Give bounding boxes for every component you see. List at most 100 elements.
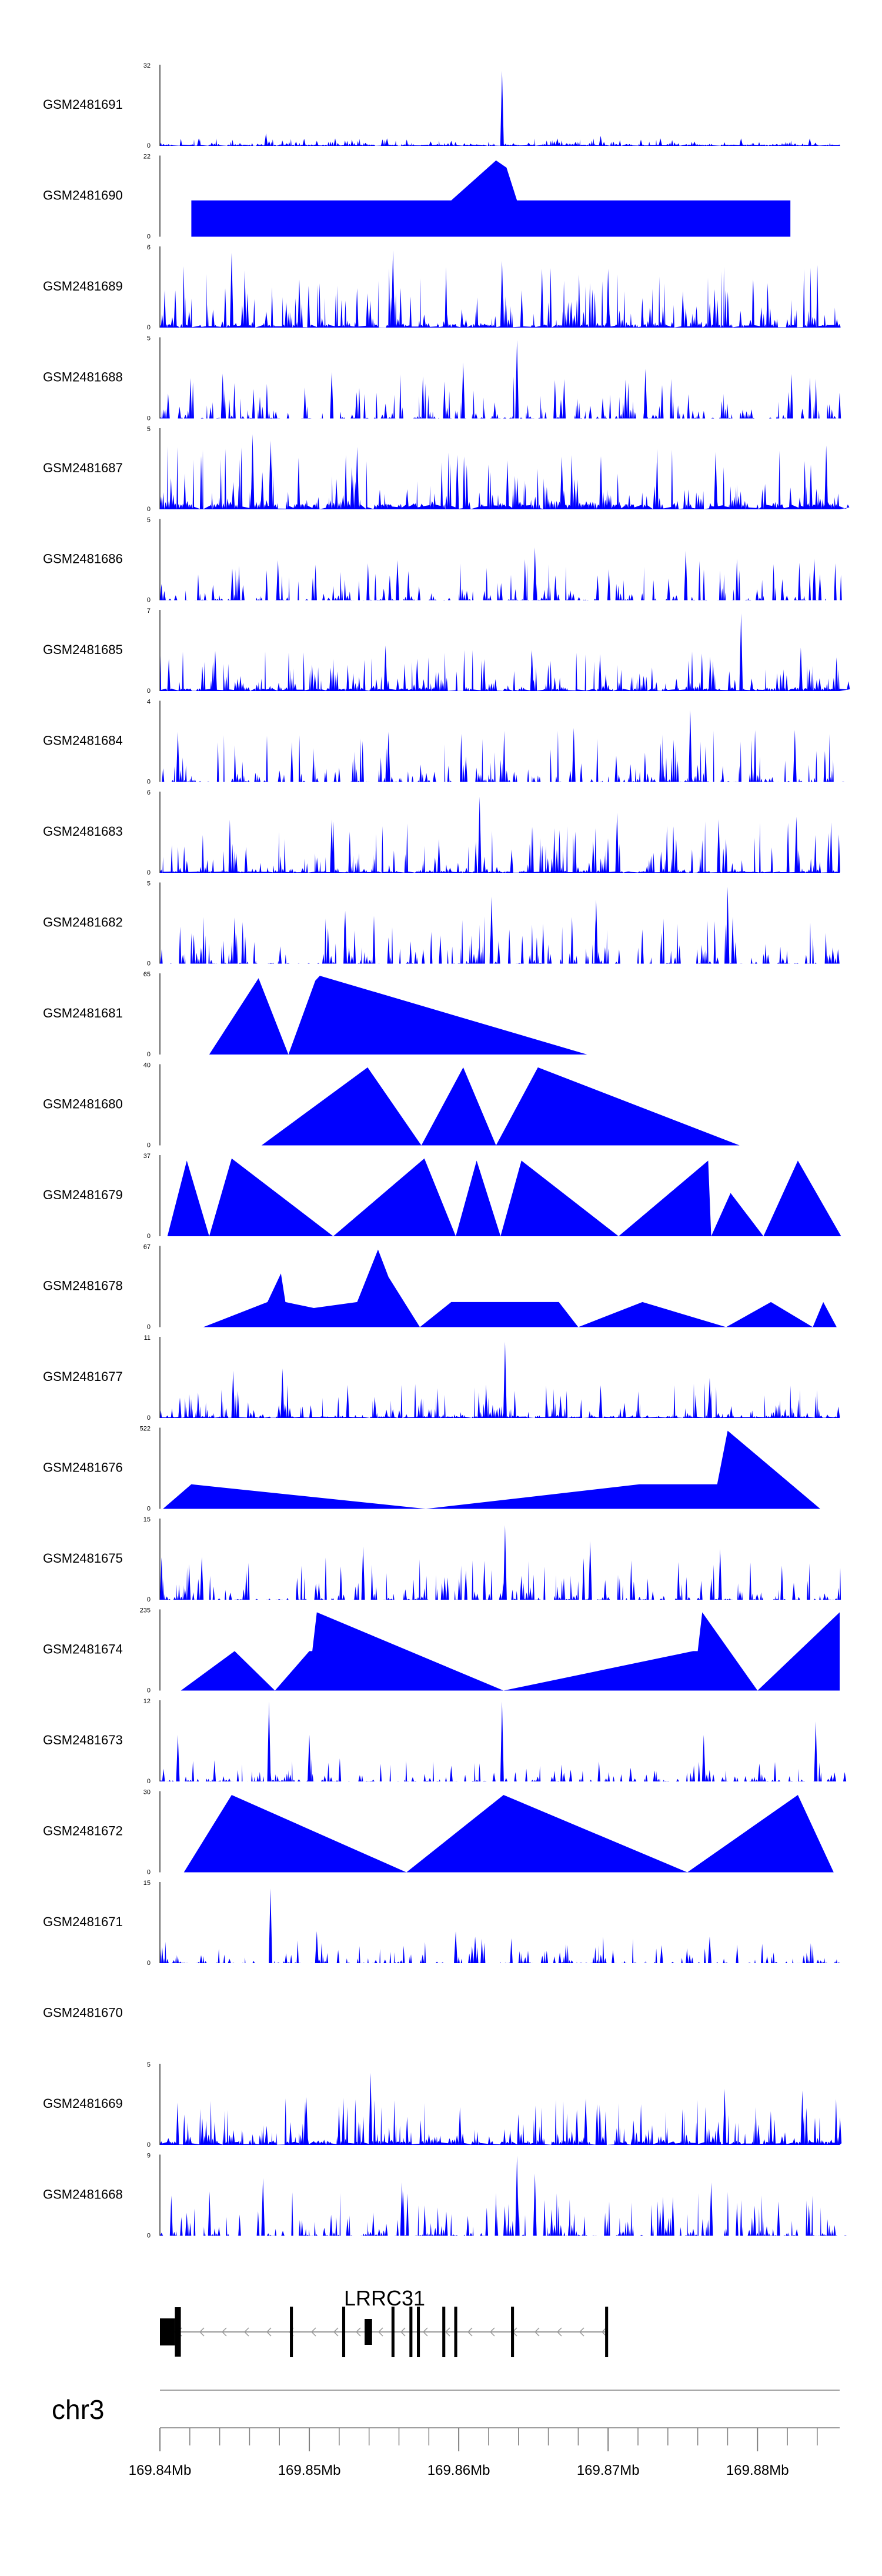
coverage-peak — [280, 1368, 285, 1418]
coverage-peak — [599, 1385, 603, 1418]
coverage-peak — [269, 441, 273, 509]
track-ymax-label: 5 — [147, 517, 151, 524]
track-GSM2481669: GSM2481669 5 0 — [43, 2061, 842, 2148]
gene-exon — [391, 2307, 395, 2357]
coverage-peak — [176, 1734, 180, 1781]
coverage-peak — [739, 613, 743, 691]
track-ymin-label: 0 — [147, 688, 151, 695]
track-ymin-label: 0 — [147, 960, 151, 967]
coverage-area — [183, 1795, 834, 1873]
coverage-peak — [684, 550, 688, 600]
track-ymax-label: 12 — [143, 1698, 151, 1705]
coverage-area — [160, 559, 842, 600]
strand-arrow-icon — [199, 2327, 205, 2337]
coverage-peak — [391, 250, 395, 328]
track-label: GSM2481674 — [43, 1642, 123, 1657]
coverage-peak — [701, 1734, 706, 1781]
track-ymax-label: 7 — [147, 608, 151, 615]
track-ymin-label: 0 — [147, 1506, 151, 1513]
track-GSM2481671: GSM2481671 15 0 — [43, 1880, 840, 1967]
track-label: GSM2481685 — [43, 642, 123, 657]
coverage-peak — [530, 650, 534, 691]
coverage-area — [261, 1067, 740, 1146]
gene-exon — [511, 2307, 514, 2357]
track-ymin-label: 0 — [147, 1687, 151, 1694]
coverage-peak — [533, 2173, 537, 2236]
track-ymax-label: 22 — [143, 154, 151, 161]
coverage-peak — [560, 456, 564, 509]
chromosome-label: chr3 — [52, 2394, 104, 2425]
coverage-peak — [330, 819, 334, 873]
coverage-peak — [461, 362, 465, 419]
track-ymin-label: 0 — [147, 1960, 151, 1967]
track-ymax-label: 32 — [143, 62, 151, 69]
strand-arrow-icon — [266, 2327, 272, 2337]
coverage-area — [209, 976, 587, 1055]
track-GSM2481684: GSM2481684 4 0 — [43, 699, 845, 786]
axis-tick-label: 169.84Mb — [129, 2462, 192, 2478]
track-ymin-label: 0 — [147, 869, 151, 876]
gene-exon — [342, 2307, 346, 2357]
coverage-peak — [588, 1541, 592, 1600]
coverage-peak — [315, 141, 319, 146]
track-ymax-label: 5 — [147, 335, 151, 342]
coverage-peak — [714, 452, 718, 509]
track-label: GSM2481691 — [43, 97, 123, 112]
track-GSM2481676: GSM2481676 522 0 — [43, 1426, 821, 1513]
track-GSM2481674: GSM2481674 235 0 — [43, 1607, 840, 1694]
coverage-peak — [264, 133, 268, 146]
coverage-peak — [213, 651, 218, 691]
coverage-peak — [794, 816, 799, 873]
track-label: GSM2481679 — [43, 1187, 123, 1202]
track-GSM2481683: GSM2481683 6 0 — [43, 789, 840, 876]
coverage-area — [191, 160, 791, 237]
coverage-peak — [808, 138, 812, 146]
track-ymin-label: 0 — [147, 597, 151, 604]
track-ymin-label: 0 — [147, 1596, 151, 1603]
coverage-peak — [269, 1888, 273, 1963]
track-ymax-label: 65 — [143, 971, 151, 978]
track-ymax-label: 37 — [143, 1153, 151, 1160]
track-GSM2481682: GSM2481682 5 0 — [43, 880, 850, 967]
track-ymin-label: 0 — [147, 1233, 151, 1240]
coverage-peak — [261, 2178, 265, 2236]
coverage-peak — [250, 434, 255, 509]
strand-arrow-icon — [355, 2327, 361, 2337]
coverage-area — [167, 1158, 841, 1236]
strand-arrow-icon — [377, 2327, 383, 2337]
track-label: GSM2481671 — [43, 1914, 123, 1929]
coverage-peak — [231, 1370, 235, 1418]
coverage-area — [160, 819, 840, 873]
coverage-peak — [503, 1525, 507, 1600]
track-label: GSM2481676 — [43, 1460, 123, 1475]
gene-name: LRRC31 — [344, 2286, 425, 2310]
track-label: GSM2481686 — [43, 552, 123, 566]
track-ymin-label: 0 — [147, 1142, 151, 1149]
track-label: GSM2481690 — [43, 188, 123, 203]
track-label: GSM2481683 — [43, 824, 123, 839]
track-label: GSM2481680 — [43, 1097, 123, 1112]
genome-axis: chr3 169.84Mb 169.85Mb 169.86Mb 169.87Mb 169.… — [52, 2390, 840, 2478]
coverage-peak — [395, 560, 399, 600]
track-GSM2481672: GSM2481672 30 0 — [43, 1789, 834, 1876]
track-ymax-label: 235 — [140, 1607, 151, 1614]
coverage-peak — [799, 648, 803, 691]
coverage-peak — [572, 728, 576, 782]
coverage-peak — [726, 886, 730, 964]
coverage-peak — [355, 446, 359, 509]
coverage-peak — [220, 373, 225, 419]
track-ymax-label: 15 — [143, 1880, 151, 1887]
coverage-peak — [500, 261, 504, 328]
track-ymax-label: 9 — [147, 2153, 151, 2160]
coverage-peak — [503, 1342, 507, 1418]
coverage-peak — [343, 910, 348, 964]
track-GSM2481690: GSM2481690 22 0 — [43, 154, 791, 241]
strand-arrow-icon — [221, 2327, 227, 2337]
gene-exon — [290, 2307, 293, 2357]
strand-arrow-icon — [422, 2327, 428, 2337]
gene-exon — [365, 2319, 372, 2345]
coverage-tracks: GSM2481691320GSM2481690220GSM248168960GS… — [43, 62, 850, 2240]
track-ymin-label: 0 — [147, 1414, 151, 1422]
coverage-peak — [594, 899, 598, 964]
coverage-peak — [709, 2182, 713, 2236]
